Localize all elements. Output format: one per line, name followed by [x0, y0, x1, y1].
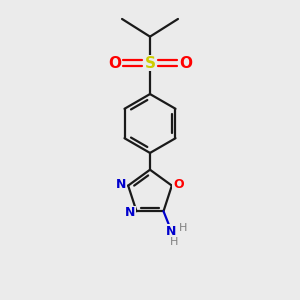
Text: S: S: [145, 56, 155, 70]
Text: H: H: [169, 238, 178, 248]
Text: N: N: [116, 178, 126, 190]
Text: O: O: [173, 178, 184, 190]
Text: H: H: [179, 224, 188, 233]
Text: O: O: [179, 56, 192, 70]
Text: N: N: [125, 206, 135, 219]
Text: O: O: [108, 56, 121, 70]
Text: N: N: [166, 225, 176, 238]
